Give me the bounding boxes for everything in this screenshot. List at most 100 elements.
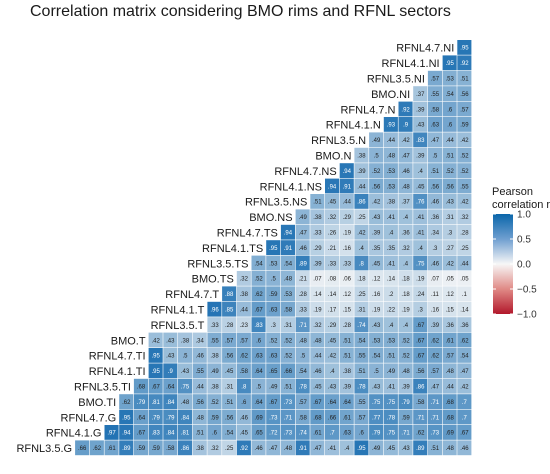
cell-value-label: .12 [343,292,352,298]
heatmap-cell [442,209,457,225]
heatmap-cell [295,209,310,225]
heatmap-cell [427,425,442,440]
cell-value-label: .14 [328,292,337,298]
cell-value-label: .62 [93,446,102,452]
cell-value-label: .43 [372,385,381,391]
cell-value-label: .73 [284,431,293,437]
cell-value-label: .33 [313,231,322,237]
cell-value-label: .45 [328,338,337,344]
row-label: RFNL4.1.T [151,305,205,317]
cell-value-label: .52 [284,354,293,360]
cell-value-label: .24 [416,292,425,298]
cell-value-label: .72 [269,431,278,437]
cell-value-label: .52 [460,169,469,175]
heatmap-cell [192,348,207,363]
heatmap-cell [427,301,442,317]
heatmap-cell [192,332,207,348]
heatmap-cell [413,409,428,425]
heatmap-cell [310,194,325,209]
heatmap-cell [207,301,222,317]
cell-value-label: .38 [196,446,205,452]
cell-value-label: .94 [343,169,352,175]
cell-value-label: .62 [460,338,469,344]
cell-value-label: .66 [78,446,87,452]
cell-value-label: .55 [357,400,366,406]
cell-value-label: .5 [432,154,438,160]
cell-value-label: .64 [254,369,263,375]
heatmap-cell [383,286,398,302]
heatmap-cell [442,332,457,348]
heatmap-cell [178,409,193,425]
heatmap-cell [192,363,207,379]
cell-value-label: .43 [372,323,381,329]
heatmap-cell [339,378,354,394]
heatmap-cell [369,348,384,363]
heatmap-cell [442,348,457,363]
cell-value-label: .48 [284,277,293,283]
cell-value-label: .95 [446,61,455,67]
cell-value-label: .43 [166,354,175,360]
heatmap-cell [266,409,281,425]
heatmap-cell [222,425,237,440]
heatmap-cell [354,147,369,163]
heatmap-cell [280,317,295,332]
cell-value-label: .12 [372,277,381,283]
heatmap-cell [280,332,295,348]
heatmap-cell [251,425,266,440]
cell-value-label: .71 [431,415,440,421]
heatmap-cell [280,425,295,440]
heatmap-cell [119,425,134,440]
cell-value-label: .62 [431,338,440,344]
row-label: RFNL4.7.G [61,412,117,424]
heatmap-cell [442,132,457,148]
cell-value-label: .58 [431,107,440,113]
heatmap-cell [427,255,442,271]
heatmap-cells: .95 .95 .92 .57 .53 .51 .37 .55 .54 .56 .92 .39 .58.… [75,40,472,456]
cell-value-label: .42 [328,354,337,360]
heatmap-cell [427,378,442,394]
heatmap-cell [222,363,237,379]
cell-value-label: .47 [431,385,440,391]
heatmap-cell [310,440,325,456]
heatmap-cell [207,363,222,379]
heatmap-cell [427,132,442,148]
heatmap-cell [178,440,193,456]
cell-value-label: .37 [416,92,425,98]
heatmap-cell [457,378,472,394]
heatmap-cell [148,378,163,394]
cell-value-label: .28 [225,323,234,329]
heatmap-cell [339,194,354,209]
heatmap-cell [369,194,384,209]
cell-value-label: .92 [240,446,249,452]
cell-value-label: .18 [401,277,410,283]
heatmap-cell [398,378,413,394]
heatmap-cell [457,271,472,286]
heatmap-cell [427,317,442,332]
heatmap-cell [207,378,222,394]
row-label: RFNL4.1.NI [382,58,440,70]
row-label: RFNL3.5.NI [367,74,425,86]
cell-value-label: .95 [357,446,366,452]
cell-value-label: .62 [240,354,249,360]
cell-value-label: .31 [284,323,293,329]
cell-value-label: .48 [313,338,322,344]
heatmap-cell [398,409,413,425]
cell-value-label: .38 [343,369,352,375]
cell-value-label: .41 [416,231,425,237]
cell-value-label: .9 [403,123,409,129]
heatmap-cell [339,271,354,286]
heatmap-cell [266,348,281,363]
heatmap-cell [413,378,428,394]
heatmap-cell [251,317,266,332]
heatmap-cell [413,101,428,117]
cell-value-label: .49 [387,369,396,375]
cell-value-label: .46 [431,200,440,206]
heatmap-cell [339,255,354,271]
heatmap-cell [236,348,251,363]
cell-value-label: .5 [374,369,380,375]
cell-value-label: .21 [299,277,308,283]
cell-value-label: .51 [357,369,366,375]
cell-value-label: .58 [166,446,175,452]
cell-value-label: .91 [284,246,293,252]
cell-value-label: .45 [387,446,396,452]
